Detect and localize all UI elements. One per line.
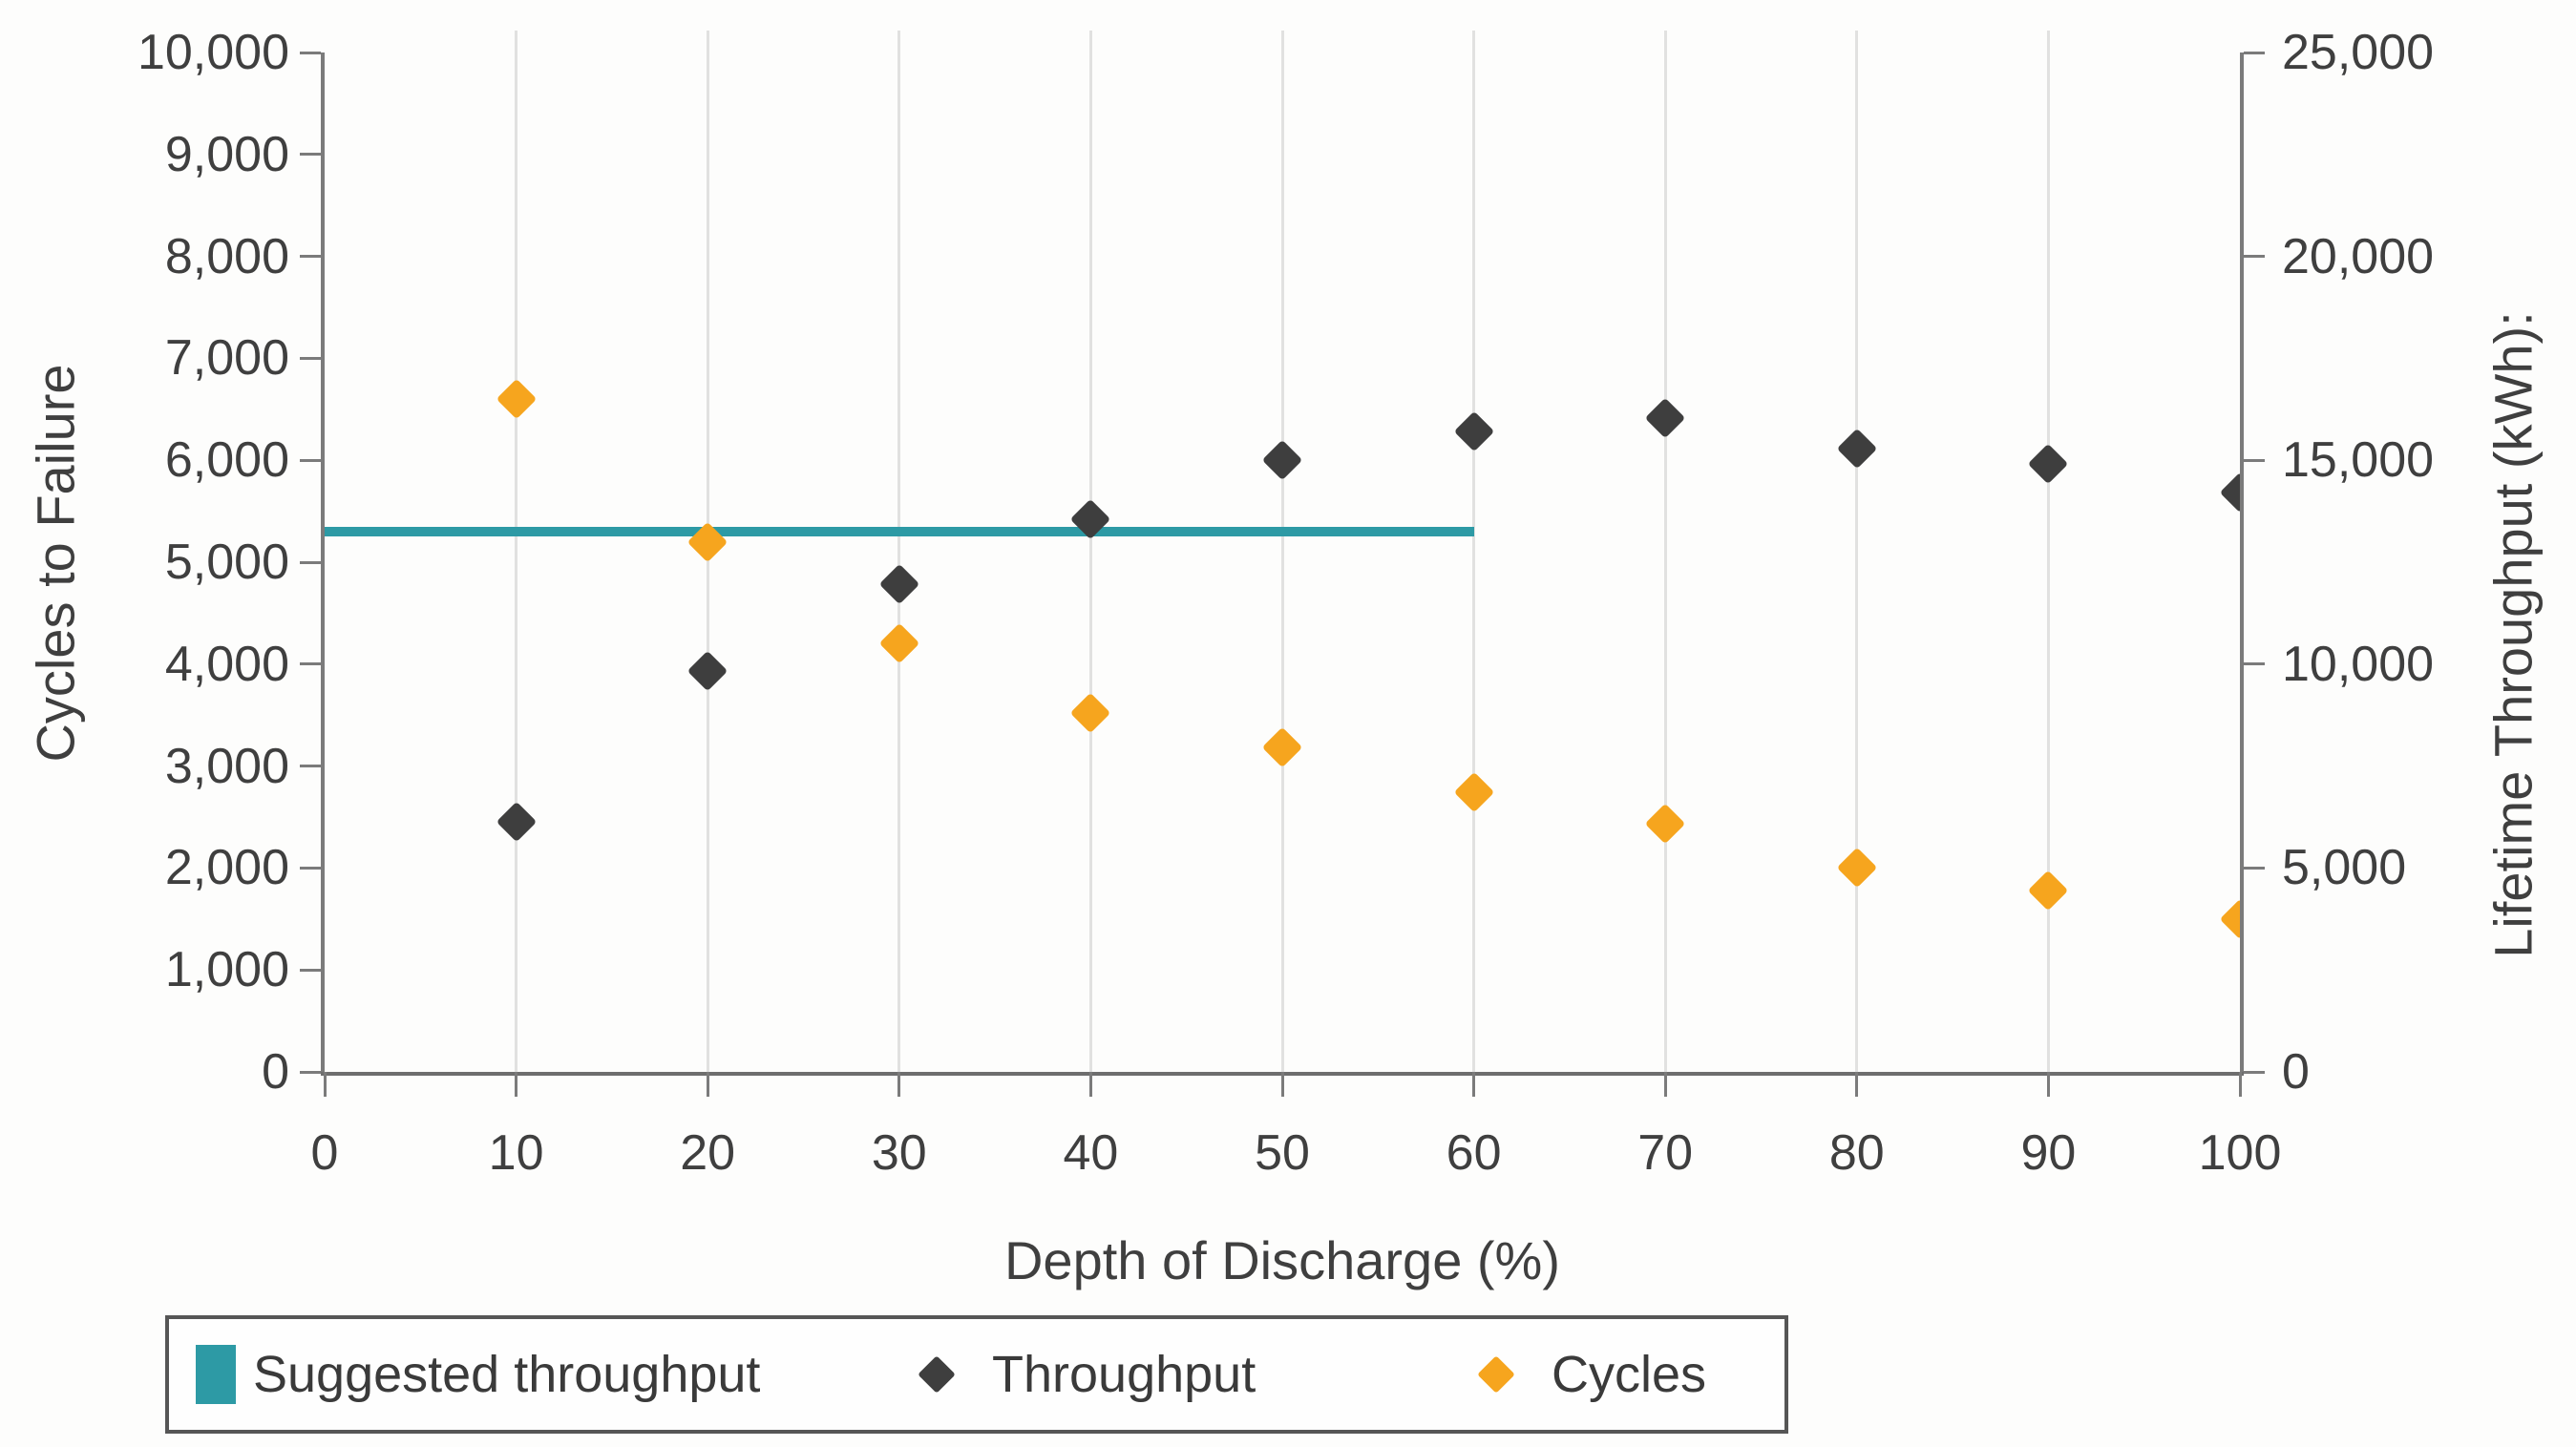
x-ticklabel-0: 0 [310, 1125, 339, 1181]
y-left-ticklabel-8,000: 8,000 [164, 228, 289, 284]
y-left-tick-3,000 [300, 765, 321, 768]
y-right-ticklabel-20,000: 20,000 [2282, 228, 2435, 284]
y-right-ticklabel-15,000: 15,000 [2282, 432, 2435, 489]
legend-label-cycles: Cycles [1552, 1346, 1707, 1403]
x-tick-60 [1472, 1072, 1476, 1097]
legend: Suggested throughput Throughput Cycles [165, 1315, 1788, 1434]
y-left-tick-10,000 [300, 51, 321, 54]
y-axis-left-line [321, 52, 325, 1076]
x-ticklabel-80: 80 [1828, 1125, 1885, 1181]
x-tick-40 [1088, 1072, 1092, 1097]
y-left-tick-4,000 [300, 662, 321, 666]
y-left-ticklabel-0: 0 [262, 1044, 289, 1100]
y-right-ticklabel-0: 0 [2282, 1044, 2310, 1100]
y-axis-right-line [2240, 52, 2244, 1076]
y-left-ticklabel-9,000: 9,000 [164, 126, 289, 182]
legend-marker-throughput-diamond-icon [918, 1355, 956, 1394]
gridline-x-60 [1472, 31, 1476, 1075]
y-axis-left-title: Cycles to Failure [25, 364, 86, 763]
x-tick-50 [1280, 1072, 1284, 1097]
y-right-tick-10,000 [2244, 662, 2265, 666]
x-ticklabel-100: 100 [2198, 1125, 2282, 1181]
legend-marker-cycles-diamond-icon [1477, 1355, 1515, 1394]
y-left-ticklabel-7,000: 7,000 [164, 330, 289, 387]
y-left-ticklabel-5,000: 5,000 [164, 535, 289, 590]
x-tick-20 [706, 1072, 709, 1097]
suggested-throughput-line [322, 526, 1474, 536]
y-left-ticklabel-2,000: 2,000 [164, 840, 289, 896]
y-axis-right-title: Lifetime Throughput (kWh): [2482, 311, 2544, 958]
x-ticklabel-30: 30 [871, 1125, 927, 1181]
plot-area [321, 27, 2244, 1075]
y-left-ticklabel-10,000: 10,000 [137, 25, 289, 80]
x-tick-70 [1663, 1072, 1667, 1097]
gridline-x-50 [1280, 31, 1284, 1075]
gridline-x-80 [1855, 31, 1859, 1075]
legend-label-suggested-throughput: Suggested throughput [253, 1346, 761, 1403]
x-ticklabel-50: 50 [1255, 1125, 1310, 1181]
y-left-tick-7,000 [300, 356, 321, 360]
gridline-x-90 [2046, 31, 2050, 1075]
y-left-tick-1,000 [300, 968, 321, 972]
x-tick-10 [515, 1072, 518, 1097]
y-right-tick-0 [2244, 1070, 2265, 1074]
x-tick-0 [323, 1072, 327, 1097]
y-left-tick-2,000 [300, 866, 321, 870]
y-right-tick-20,000 [2244, 255, 2265, 259]
y-left-tick-8,000 [300, 255, 321, 259]
y-right-ticklabel-5,000: 5,000 [2282, 840, 2407, 896]
gridline-x-40 [1088, 31, 1092, 1075]
y-left-ticklabel-3,000: 3,000 [164, 738, 289, 794]
x-ticklabel-60: 60 [1446, 1125, 1502, 1181]
x-tick-80 [1855, 1072, 1859, 1097]
y-right-ticklabel-25,000: 25,000 [2282, 25, 2435, 80]
gridline-x-10 [515, 31, 518, 1075]
legend-swatch-suggested-throughput [196, 1345, 236, 1404]
y-left-tick-5,000 [300, 560, 321, 564]
x-tick-30 [897, 1072, 901, 1097]
x-ticklabel-10: 10 [488, 1125, 544, 1181]
gridline-x-70 [1663, 31, 1667, 1075]
legend-label-throughput: Throughput [992, 1346, 1256, 1403]
y-right-ticklabel-10,000: 10,000 [2282, 636, 2435, 692]
x-ticklabel-40: 40 [1063, 1125, 1119, 1181]
x-ticklabel-90: 90 [2020, 1125, 2077, 1181]
gridline-x-30 [897, 31, 901, 1075]
y-left-tick-9,000 [300, 153, 321, 157]
y-left-tick-0 [300, 1070, 321, 1074]
y-right-tick-25,000 [2244, 51, 2265, 54]
y-left-ticklabel-1,000: 1,000 [164, 942, 289, 998]
y-right-tick-5,000 [2244, 866, 2265, 870]
y-right-tick-15,000 [2244, 458, 2265, 462]
y-left-ticklabel-6,000: 6,000 [164, 432, 289, 489]
x-ticklabel-70: 70 [1637, 1125, 1694, 1181]
x-tick-100 [2238, 1072, 2242, 1097]
y-left-tick-6,000 [300, 458, 321, 462]
x-axis-title: Depth of Discharge (%) [1003, 1230, 1560, 1290]
x-tick-90 [2046, 1072, 2050, 1097]
y-left-ticklabel-4,000: 4,000 [164, 636, 289, 692]
x-ticklabel-20: 20 [680, 1125, 736, 1181]
